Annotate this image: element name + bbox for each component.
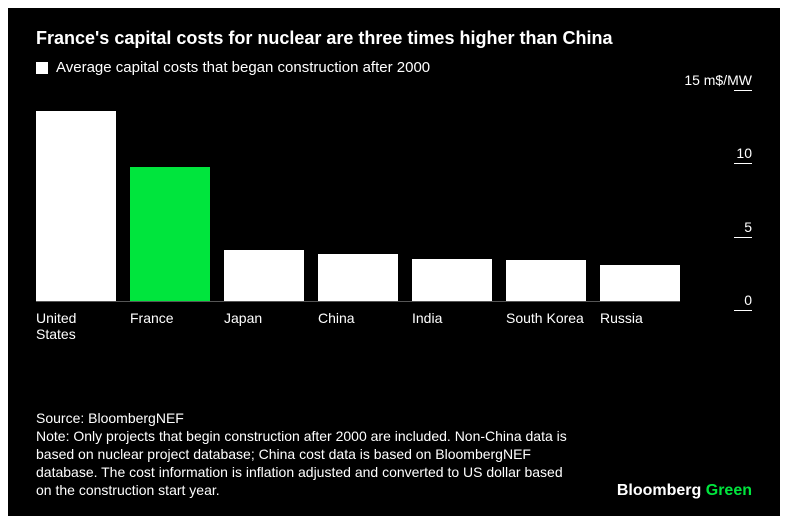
- plot-area: [36, 82, 680, 302]
- y-tick-mark-icon: [734, 163, 752, 164]
- y-tick-label: 15 m$/MW: [684, 72, 752, 88]
- bar: [506, 260, 586, 301]
- x-label: India: [412, 304, 492, 342]
- y-tick-label: 10: [736, 145, 752, 161]
- y-tick-label: 0: [744, 292, 752, 308]
- bar: [600, 265, 680, 301]
- y-tick-mark-icon: [734, 237, 752, 238]
- footnote-block: Source: BloombergNEF Note: Only projects…: [36, 410, 576, 500]
- legend: Average capital costs that began constru…: [36, 59, 752, 76]
- bar: [130, 167, 210, 301]
- chart-area: 15 m$/MW1050 United StatesFranceJapanChi…: [36, 82, 752, 342]
- x-label: South Korea: [506, 304, 586, 342]
- bar: [412, 259, 492, 301]
- bar-slot: [130, 82, 210, 301]
- brand-word-1: Bloomberg: [617, 482, 701, 499]
- y-tick: 10: [734, 146, 752, 164]
- y-tick: 5: [734, 220, 752, 238]
- bar-slot: [412, 82, 492, 301]
- y-tick: 15 m$/MW: [684, 73, 752, 91]
- x-label: Japan: [224, 304, 304, 342]
- chart-footer: Source: BloombergNEF Note: Only projects…: [36, 410, 752, 500]
- x-label: United States: [36, 304, 116, 342]
- x-label: Russia: [600, 304, 680, 342]
- y-axis: 15 m$/MW1050: [692, 82, 752, 302]
- brand-word-2: Green: [706, 482, 752, 499]
- bar: [224, 250, 304, 301]
- brand-logo: Bloomberg Green: [617, 482, 752, 500]
- chart-panel: France's capital costs for nuclear are t…: [8, 8, 780, 516]
- bar-slot: [36, 82, 116, 301]
- y-tick: 0: [734, 293, 752, 311]
- bar: [318, 254, 398, 301]
- bar-slot: [318, 82, 398, 301]
- y-tick-label: 5: [744, 219, 752, 235]
- chart-title: France's capital costs for nuclear are t…: [36, 28, 752, 49]
- bar: [36, 111, 116, 301]
- bar-slot: [506, 82, 586, 301]
- legend-swatch-icon: [36, 62, 48, 74]
- y-tick-mark-icon: [734, 310, 752, 311]
- x-label: China: [318, 304, 398, 342]
- bar-slot: [224, 82, 304, 301]
- bar-slot: [600, 82, 680, 301]
- y-tick-mark-icon: [734, 90, 752, 91]
- source-line: Source: BloombergNEF: [36, 410, 576, 428]
- legend-label: Average capital costs that began constru…: [56, 59, 430, 76]
- bars-container: [36, 82, 680, 301]
- note-text: Note: Only projects that begin construct…: [36, 428, 576, 500]
- x-label: France: [130, 304, 210, 342]
- x-axis-labels: United States France Japan China India South …: [36, 304, 680, 342]
